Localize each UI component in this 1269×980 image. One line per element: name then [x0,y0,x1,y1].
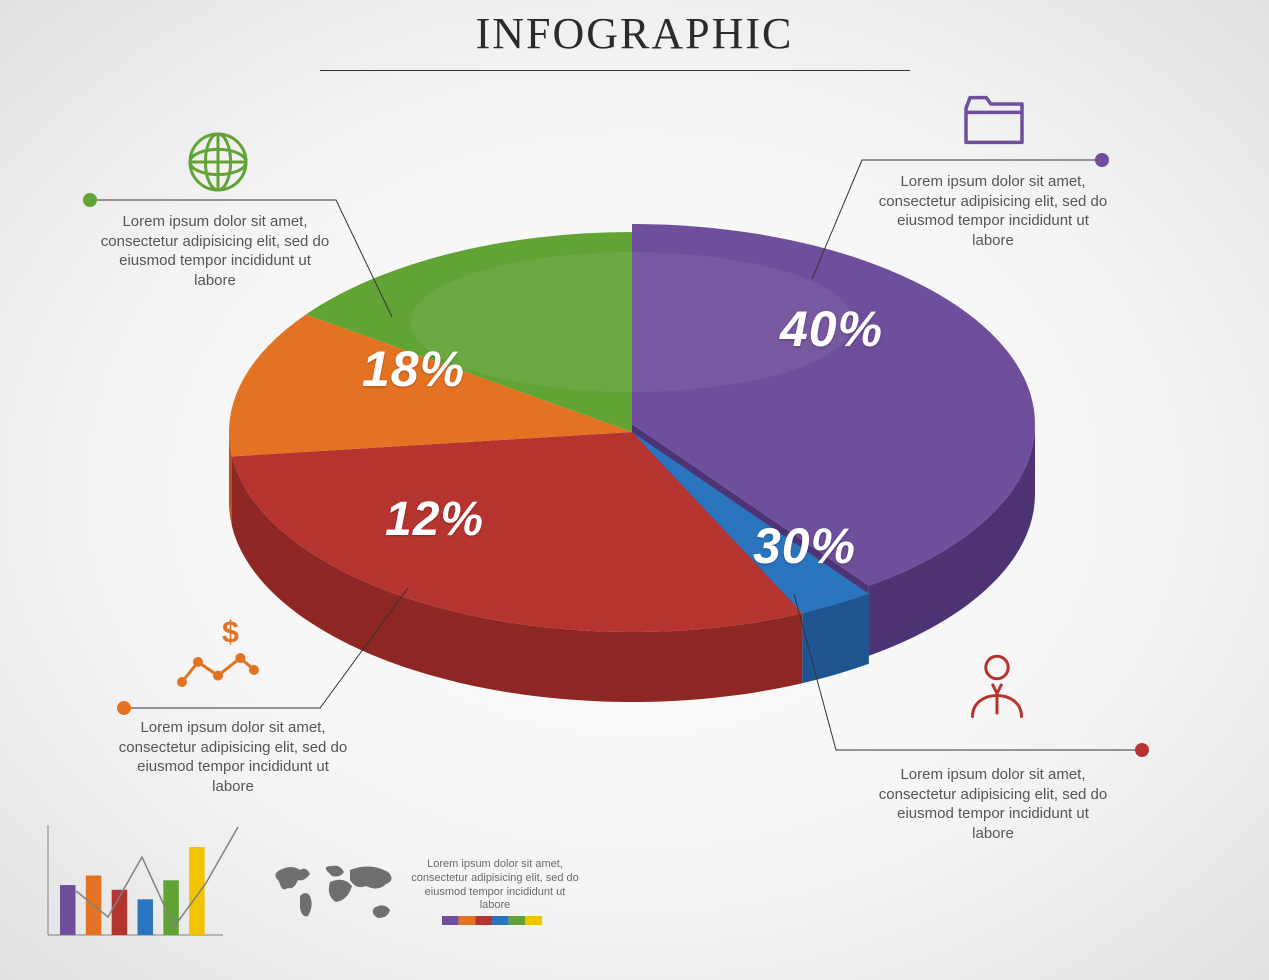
footer-caption: Lorem ipsum dolor sit amet, consectetur … [410,858,580,913]
map-blob [350,866,392,888]
pct-label-red: 30% [753,517,856,575]
swatch [492,916,509,925]
red-callout-text: Lorem ipsum dolor sit amet, consectetur … [878,765,1108,843]
footer-mini-chart [48,825,243,955]
swatch [459,916,476,925]
mini-bar [60,885,76,935]
map-blob [373,905,390,918]
swatch [475,916,492,925]
mini-bar [189,847,205,935]
green-callout-text: Lorem ipsum dolor sit amet, consectetur … [100,212,330,290]
swatch [442,916,459,925]
pct-label-green: 18% [362,340,465,398]
swatch [509,916,526,925]
map-blob [275,867,310,889]
orange-callout-text: Lorem ipsum dolor sit amet, consectetur … [118,718,348,796]
footer-world-map [270,862,400,932]
mini-bar [138,899,154,935]
purple-callout-text: Lorem ipsum dolor sit amet, consectetur … [878,172,1108,250]
map-blob [329,880,352,902]
pct-label-orange: 12% [385,492,484,547]
footer-swatches [442,916,542,925]
map-blob [300,893,312,916]
pct-label-purple: 40% [780,300,883,358]
map-blob [326,866,344,877]
swatch [525,916,542,925]
infographic-stage: INFOGRAPHIC $ 40%3 [0,0,1269,980]
